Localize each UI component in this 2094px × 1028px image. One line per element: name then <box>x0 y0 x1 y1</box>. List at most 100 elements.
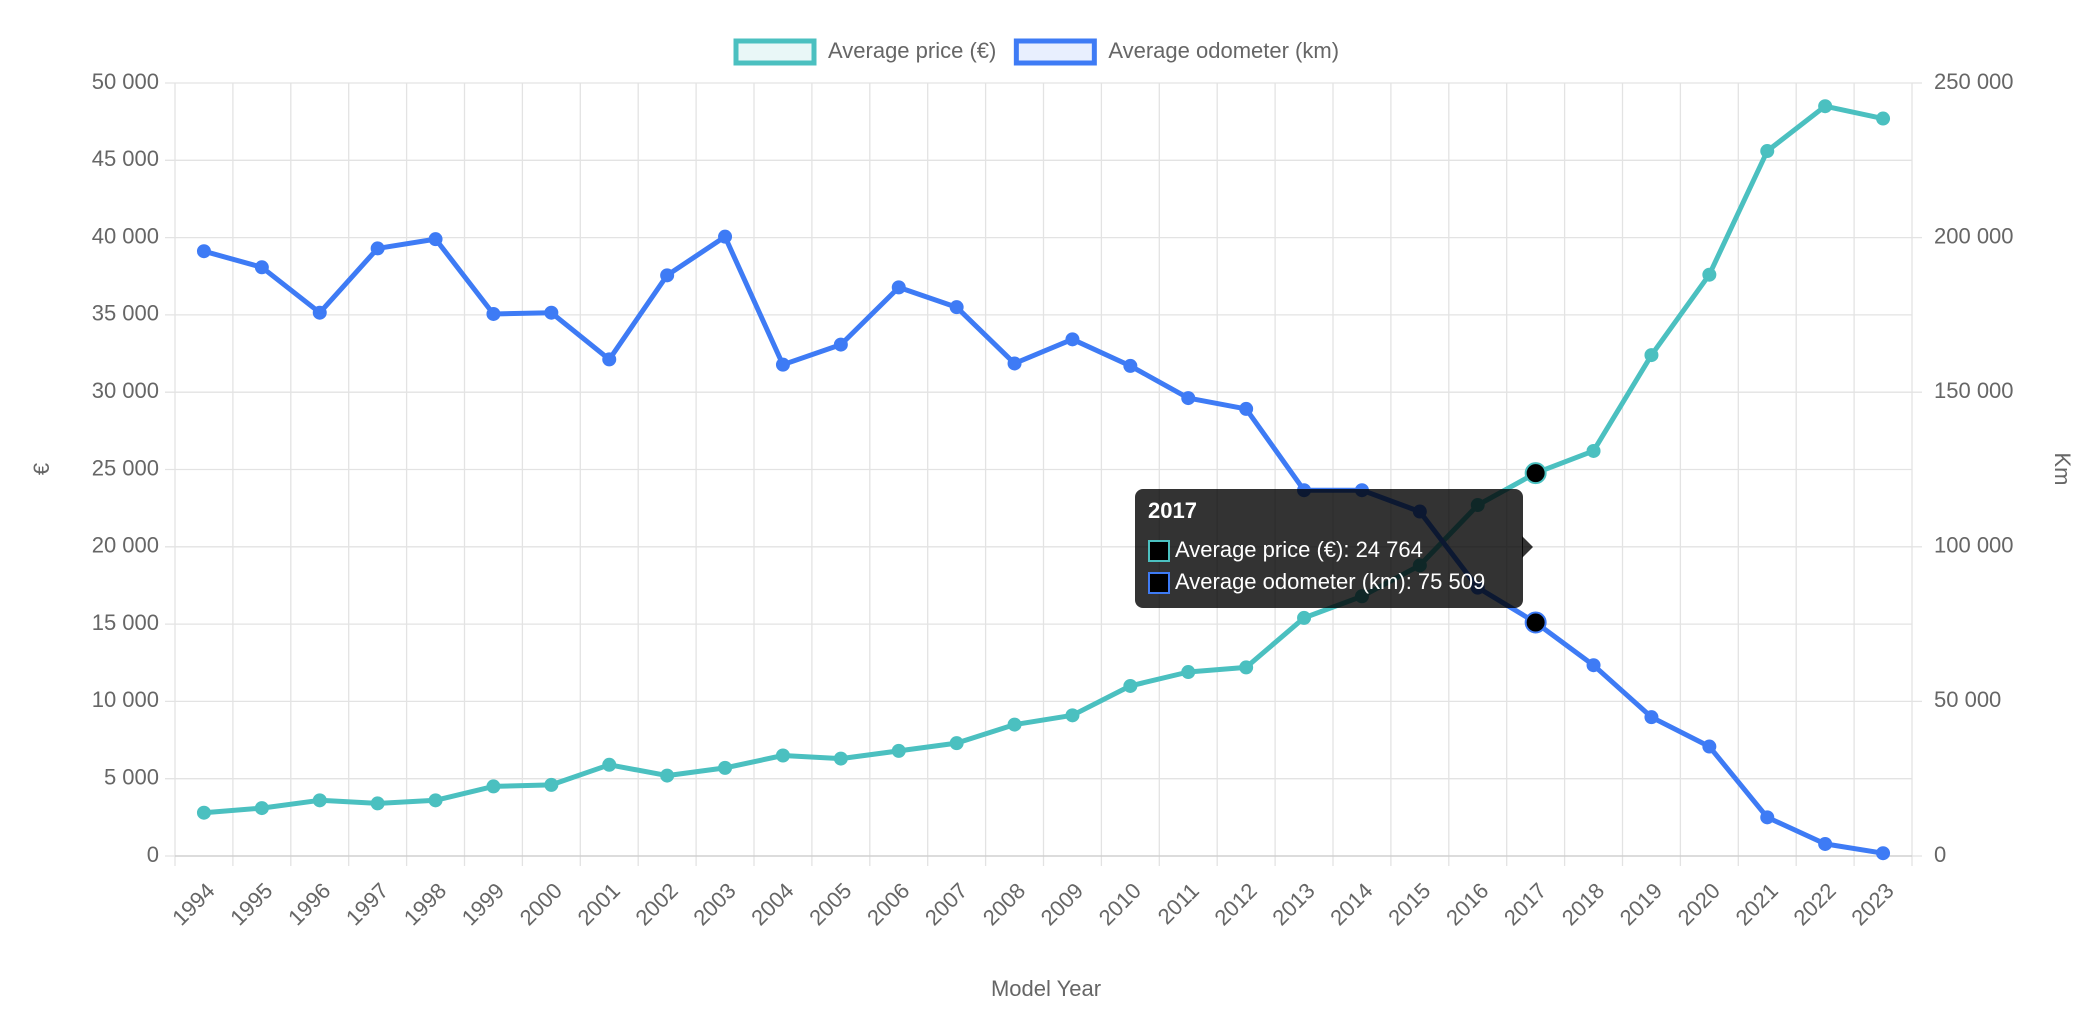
x-tick-label: 2021 <box>1731 878 1783 930</box>
y-tick-label: 20 000 <box>92 533 159 558</box>
y-tick-label: 10 000 <box>92 687 159 712</box>
x-tick-label: 2022 <box>1789 878 1841 930</box>
legend-swatch <box>733 38 817 66</box>
series-line <box>203 234 1884 856</box>
data-point <box>196 805 211 820</box>
data-point <box>1065 708 1080 723</box>
legend-label: Average price (€) <box>828 38 996 63</box>
data-point <box>602 757 617 772</box>
data-point <box>1818 836 1833 851</box>
data-point <box>949 736 964 751</box>
data-point <box>1181 665 1196 680</box>
x-tick-label: 2002 <box>631 878 683 930</box>
y-tick-label: 15 000 <box>92 610 159 635</box>
y-tick-label: 50 000 <box>92 69 159 94</box>
data-point <box>1123 358 1138 373</box>
data-point <box>1239 401 1254 416</box>
y2-tick-label: 200 000 <box>1934 223 2014 248</box>
x-tick-label: 2013 <box>1267 878 1319 930</box>
tooltip-caret <box>1522 536 1533 558</box>
data-point <box>718 229 733 244</box>
data-point <box>312 793 327 808</box>
data-point <box>254 801 269 816</box>
data-point <box>486 306 501 321</box>
x-tick-label: 2005 <box>804 878 856 930</box>
tooltip-line: Average price (€): 24 764 <box>1175 537 1423 562</box>
x-tick-label: 2016 <box>1441 878 1493 930</box>
data-point <box>1818 99 1833 114</box>
data-point <box>775 748 790 763</box>
tooltip-box <box>1135 489 1523 608</box>
x-tick-label: 2018 <box>1557 878 1609 930</box>
tooltip: 2017 Average price (€): 24 764 Average odo… <box>1135 489 1533 608</box>
data-point <box>1123 678 1138 693</box>
tooltip-line: Average odometer (km): 75 509 <box>1175 569 1485 594</box>
y-tick-label: 5 000 <box>104 765 159 790</box>
y-tick-label: 30 000 <box>92 378 159 403</box>
y-tick-label: 40 000 <box>92 223 159 248</box>
legend-swatch <box>1013 38 1097 66</box>
data-point <box>544 305 559 320</box>
x-tick-label: 2023 <box>1846 878 1898 930</box>
x-tick-label: 2011 <box>1153 878 1204 929</box>
data-point <box>1644 348 1659 363</box>
x-tick-label: 2017 <box>1499 878 1551 930</box>
x-tick-label: 2020 <box>1673 878 1725 930</box>
data-point <box>370 241 385 256</box>
x-tick-label: 2010 <box>1094 878 1146 930</box>
x-tick-label: 2007 <box>920 878 972 930</box>
data-point <box>775 357 790 372</box>
y2-tick-label: 100 000 <box>1934 533 2014 558</box>
y2-tick-label: 150 000 <box>1934 378 2014 403</box>
x-tick-label: 2001 <box>573 878 625 930</box>
data-point <box>1760 810 1775 825</box>
data-point <box>370 796 385 811</box>
y-tick-label: 25 000 <box>92 455 159 480</box>
x-tick-label: 2009 <box>1036 878 1088 930</box>
y-tick-label: 45 000 <box>92 146 159 171</box>
legend: Average price (€) Average odometer (km) <box>733 38 1339 66</box>
x-tick-label: 1997 <box>341 878 393 930</box>
x-tick-label: 2000 <box>515 878 567 930</box>
data-point <box>1007 356 1022 371</box>
data-point <box>1876 846 1891 861</box>
data-point <box>718 760 733 775</box>
data-point <box>833 337 848 352</box>
tooltip-swatch <box>1148 540 1170 562</box>
data-point <box>1702 739 1717 754</box>
x-tick-label: 1998 <box>399 878 451 930</box>
x-tick-label: 1999 <box>457 878 509 930</box>
y-axis-title: € <box>29 463 54 475</box>
data-point <box>1702 267 1717 282</box>
data-point <box>1644 710 1659 725</box>
data-point <box>1065 332 1080 347</box>
data-point <box>1181 391 1196 406</box>
data-point <box>891 743 906 758</box>
x-axis-title: Model Year <box>991 976 1101 1001</box>
data-point <box>1297 610 1312 625</box>
series-line <box>203 103 1884 816</box>
data-point <box>660 268 675 283</box>
data-point <box>1239 660 1254 675</box>
data-point <box>949 300 964 315</box>
data-point <box>1876 111 1891 126</box>
y2-axis-title: Km <box>2050 453 2075 486</box>
data-point <box>428 232 443 247</box>
data-point <box>1586 658 1601 673</box>
x-tick-label: 2006 <box>862 878 914 930</box>
data-point <box>196 244 211 259</box>
data-point <box>1586 443 1601 458</box>
x-tick-label: 1995 <box>225 878 277 930</box>
data-point <box>891 280 906 295</box>
data-point <box>486 779 501 794</box>
data-point <box>1524 462 1547 485</box>
data-point <box>1524 611 1547 634</box>
data-point <box>544 777 559 792</box>
y2-tick-label: 0 <box>1934 842 1946 867</box>
data-point <box>1007 717 1022 732</box>
x-tick-label: 2003 <box>688 878 740 930</box>
y2-tick-label: 250 000 <box>1934 69 2014 94</box>
data-point <box>428 793 443 808</box>
y-tick-label: 35 000 <box>92 301 159 326</box>
